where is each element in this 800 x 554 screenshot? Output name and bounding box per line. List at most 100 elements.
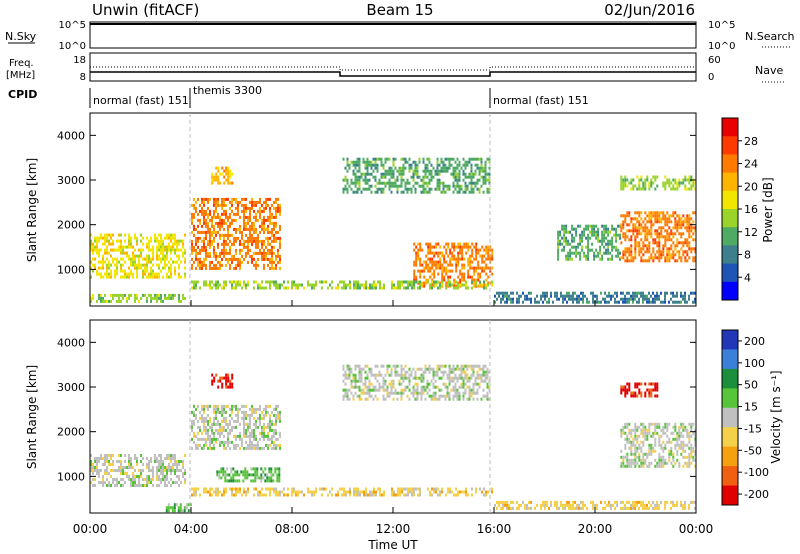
power-echo-cell — [358, 175, 361, 179]
power-echo-cell — [611, 248, 614, 252]
power-echo-cell — [261, 209, 263, 213]
velocity-echo-cell — [475, 490, 477, 494]
velocity-echo-cell — [172, 463, 174, 466]
power-echo-cell — [479, 248, 482, 252]
velocity-echo-cell — [628, 431, 631, 435]
power-echo-cell — [277, 254, 279, 258]
power-echo-cell — [193, 203, 195, 207]
velocity-echo-cell — [146, 457, 148, 460]
velocity-echo-cell — [130, 463, 132, 466]
power-echo-cell — [130, 242, 132, 246]
velocity-echo-cell — [646, 503, 648, 507]
power-echo-cell — [335, 286, 337, 290]
power-echo-cell — [160, 257, 162, 261]
power-echo-cell — [166, 275, 168, 279]
power-echo-cell — [601, 242, 604, 246]
velocity-echo-cell — [223, 428, 225, 432]
power-echo-cell — [356, 157, 359, 161]
power-echo-cell — [92, 245, 94, 249]
power-echo-cell — [462, 190, 465, 194]
power-echo-cell — [350, 160, 353, 164]
power-echo-cell — [243, 245, 245, 249]
velocity-echo-cell — [472, 391, 475, 395]
power-echo-cell — [271, 260, 273, 264]
power-echo-cell — [690, 291, 692, 295]
velocity-echo-cell — [348, 367, 351, 371]
power-echo-cell — [619, 233, 622, 237]
velocity-echo-cell — [458, 367, 461, 371]
velocity-echo-cell — [108, 472, 110, 475]
velocity-echo-cell — [470, 373, 473, 377]
power-echo-cell — [122, 257, 124, 261]
power-echo-cell — [388, 187, 391, 191]
power-echo-cell — [456, 181, 459, 185]
velocity-echo-cell — [136, 484, 138, 487]
power-echo-cell — [579, 224, 582, 228]
velocity-echo-cell — [267, 425, 269, 429]
power-echo-cell — [120, 239, 122, 243]
power-echo-cell — [134, 293, 136, 297]
power-echo-cell — [442, 166, 445, 170]
power-echo-cell — [538, 300, 540, 304]
power-colorbar-label: 4 — [744, 271, 751, 284]
velocity-echo-cell — [407, 493, 409, 497]
velocity-echo-cell — [215, 490, 217, 494]
power-echo-cell — [112, 260, 114, 264]
power-echo-cell — [453, 242, 456, 246]
power-echo-cell — [454, 184, 457, 188]
velocity-echo-cell — [372, 373, 375, 377]
power-echo-cell — [428, 190, 431, 194]
velocity-echo-cell — [372, 397, 375, 401]
power-echo-cell — [652, 259, 655, 263]
velocity-echo-cell — [269, 416, 271, 420]
velocity-echo-cell — [390, 388, 393, 392]
power-echo-cell — [583, 233, 586, 237]
power-echo-cell — [506, 300, 508, 304]
velocity-echo-cell — [568, 503, 570, 507]
power-echo-cell — [144, 266, 146, 270]
power-echo-cell — [690, 235, 693, 239]
velocity-echo-cell — [378, 388, 381, 392]
power-echo-cell — [348, 184, 351, 188]
power-echo-cell — [227, 260, 229, 264]
power-echo-cell — [209, 263, 211, 267]
power-echo-cell — [577, 245, 580, 249]
power-echo-cell — [383, 286, 385, 290]
power-echo-cell — [638, 250, 641, 254]
power-echo-cell — [656, 211, 659, 215]
power-echo-cell — [692, 232, 695, 236]
power-echo-cell — [467, 286, 469, 290]
power-echo-cell — [642, 220, 645, 224]
power-echo-cell — [170, 293, 172, 297]
velocity-echo-cell — [448, 379, 451, 383]
power-echo-cell — [632, 300, 634, 304]
power-echo-cell — [255, 230, 257, 234]
power-echo-cell — [652, 214, 655, 218]
velocity-echo-cell — [470, 394, 473, 398]
power-echo-cell — [524, 294, 526, 298]
power-echo-cell — [279, 260, 281, 264]
velocity-echo-cell — [154, 460, 156, 463]
velocity-echo-cell — [640, 503, 642, 507]
power-echo-cell — [346, 169, 349, 173]
power-echo-cell — [346, 187, 349, 191]
power-echo-cell — [344, 175, 347, 179]
velocity-echo-cell — [628, 422, 631, 426]
power-echo-cell — [592, 294, 594, 298]
velocity-echo-cell — [582, 500, 584, 504]
power-echo-cell — [435, 263, 438, 267]
power-echo-cell — [440, 190, 443, 194]
power-echo-cell — [638, 181, 641, 185]
velocity-echo-cell — [646, 428, 649, 432]
power-echo-cell — [148, 242, 150, 246]
power-echo-cell — [620, 181, 623, 185]
velocity-echo-cell — [692, 422, 695, 426]
power-echo-cell — [132, 251, 134, 255]
power-echo-cell — [670, 232, 673, 236]
velocity-echo-cell — [252, 467, 255, 471]
power-echo-cell — [191, 248, 193, 252]
power-echo-cell — [398, 166, 401, 170]
power-echo-cell — [352, 181, 355, 185]
power-echo-cell — [688, 214, 691, 218]
power-echo-cell — [567, 251, 570, 255]
